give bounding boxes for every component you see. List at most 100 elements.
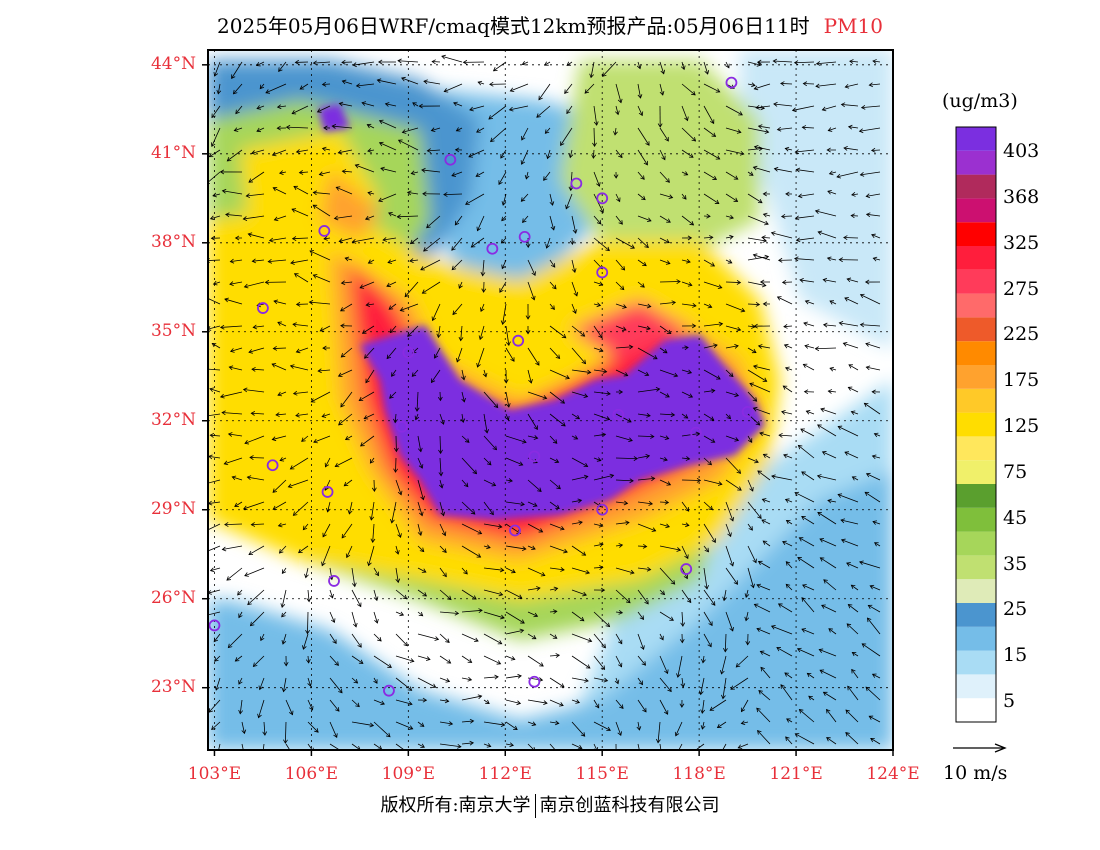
wind-arrow <box>246 475 265 481</box>
wind-arrow <box>340 347 353 358</box>
wind-arrow <box>265 83 287 94</box>
wind-arrow <box>411 369 419 377</box>
wind-arrow <box>674 721 683 737</box>
lat-tick-label: 23°N <box>150 676 196 697</box>
wind-arrow <box>571 677 589 683</box>
wind-arrow <box>213 61 221 77</box>
wind-arrow <box>865 342 881 349</box>
wind-arrow <box>823 579 837 591</box>
wind-arrow <box>292 390 309 396</box>
wind-arrow <box>490 127 507 143</box>
wind-arrow <box>373 633 382 642</box>
wind-arrow <box>417 501 424 517</box>
wind-arrow <box>208 611 221 616</box>
wind-arrow <box>837 493 859 503</box>
wind-arrow <box>829 366 837 372</box>
wind-arrow <box>351 611 358 628</box>
colorbar-label: 275 <box>1003 277 1040 300</box>
colorbar-label: 225 <box>1003 323 1040 346</box>
wind-arrow <box>407 325 419 337</box>
wind-arrow <box>549 633 558 639</box>
wind-arrow <box>321 146 331 152</box>
wind-arrow <box>757 730 771 745</box>
station-marker <box>328 575 340 587</box>
colorbar-label: 403 <box>1003 140 1040 162</box>
wind-arrow <box>785 191 793 197</box>
map-frame <box>207 49 894 751</box>
wind-arrow <box>306 589 312 603</box>
wind-arrow <box>307 699 314 711</box>
wind-arrow <box>784 498 793 503</box>
wind-arrow <box>439 633 450 643</box>
wind-arrow <box>866 617 881 635</box>
wind-arrow <box>483 544 491 550</box>
wind-arrow <box>351 567 357 588</box>
wind-arrow <box>273 215 287 222</box>
wind-arrow <box>441 54 463 63</box>
wind-arrow <box>681 193 687 200</box>
colorbar-swatch <box>956 127 996 151</box>
wind-arrow <box>210 235 221 241</box>
wind-arrow <box>798 709 815 723</box>
wind-arrow <box>351 721 375 728</box>
wind-arrow <box>242 215 265 221</box>
wind-arrow <box>615 237 635 249</box>
station-marker <box>321 486 334 498</box>
wind-arrow <box>795 237 815 243</box>
wind-arrow <box>615 699 624 710</box>
wind-arrow <box>828 628 837 635</box>
wind-arrow <box>395 655 415 663</box>
wind-arrow <box>847 604 859 613</box>
wind-arrow <box>637 412 651 418</box>
wind-arrow <box>524 171 530 180</box>
wind-arrow <box>341 523 353 539</box>
wind-arrow <box>417 721 425 727</box>
wind-arrow <box>439 523 447 537</box>
colorbar-swatch <box>956 555 996 580</box>
wind-arrow <box>681 215 695 226</box>
wind-arrow <box>208 298 221 305</box>
wind-arrow <box>226 149 243 162</box>
wind-arrow <box>209 387 221 393</box>
wind-arrow <box>851 476 859 481</box>
title-main: 2025年05月06日WRF/cmaq模式12km预报产品:05月06日11时 <box>217 14 810 38</box>
wind-arrow <box>752 253 771 261</box>
wind-arrow <box>848 364 859 371</box>
wind-arrow <box>500 237 507 244</box>
wind-arrow <box>747 369 768 382</box>
wind-arrow <box>505 347 515 362</box>
wind-arrow <box>637 677 643 686</box>
wind-arrow <box>760 666 771 679</box>
wind-arrow <box>847 386 859 393</box>
wind-arrow <box>361 325 375 334</box>
wind-arrow <box>401 76 419 85</box>
colorbar-swatch <box>956 198 996 223</box>
wind-arrow <box>417 697 428 703</box>
wind-arrow <box>234 655 243 662</box>
wind-arrow <box>593 542 604 548</box>
wind-arrow <box>659 347 668 354</box>
wind-arrow <box>396 214 419 220</box>
wind-arrow <box>395 589 408 600</box>
wind-arrow <box>483 655 502 665</box>
wind-arrow <box>262 721 268 736</box>
wind-arrow <box>461 589 477 600</box>
wind-arrow <box>771 474 793 481</box>
wind-arrow <box>283 721 288 744</box>
wind-arrow <box>840 538 859 547</box>
wind-arrow <box>703 435 716 443</box>
wind-arrow <box>345 545 353 559</box>
wind-arrow <box>304 567 309 579</box>
wind-arrow <box>389 325 397 334</box>
wind-arrow <box>232 83 243 95</box>
wind-arrow <box>659 633 664 641</box>
wind-arrow <box>505 628 525 635</box>
wind-arrow <box>417 479 425 501</box>
wind-arrow <box>761 498 771 503</box>
wind-arrow <box>461 608 483 613</box>
wind-arrow <box>430 369 441 384</box>
wind-arrow <box>615 303 627 309</box>
wind-arrow <box>461 369 466 381</box>
colorbar-swatch <box>956 484 996 508</box>
lon-tick-label: 118°E <box>672 764 726 784</box>
